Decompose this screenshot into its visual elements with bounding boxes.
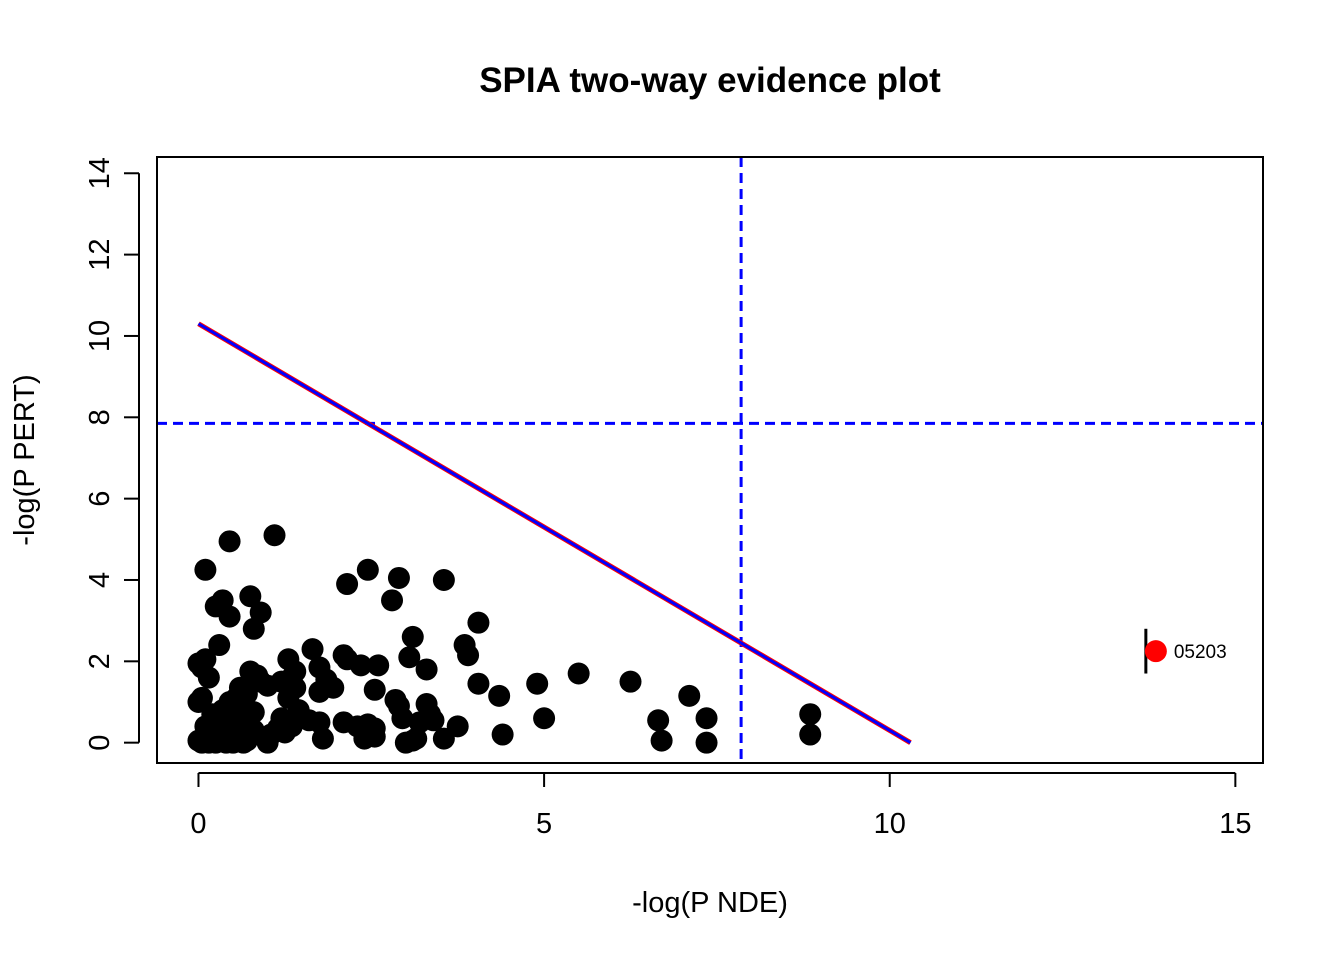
data-point	[246, 664, 269, 687]
data-point	[322, 676, 345, 699]
data-point	[308, 656, 331, 679]
data-point	[301, 638, 324, 661]
highlight-point-label: 05203	[1174, 642, 1227, 663]
threshold-guides	[157, 157, 1263, 763]
data-point	[799, 703, 822, 726]
data-point	[398, 646, 421, 669]
data-point	[311, 727, 334, 750]
data-point	[256, 731, 279, 754]
data-point	[190, 656, 213, 679]
y-axis-label: -log(P PERT)	[9, 374, 41, 545]
chart-title: SPIA two-way evidence plot	[479, 61, 941, 100]
data-point	[678, 684, 701, 707]
highlight-point	[1144, 640, 1167, 663]
y-tick-label: 14	[84, 157, 116, 189]
x-tick-label: 0	[190, 808, 206, 840]
data-point	[336, 573, 359, 596]
data-point	[228, 676, 251, 699]
data-point	[533, 707, 556, 730]
data-point	[457, 644, 480, 667]
y-tick-label: 0	[84, 735, 116, 751]
y-tick-label: 12	[84, 238, 116, 270]
data-point	[526, 672, 549, 695]
data-point	[381, 589, 404, 612]
data-point	[190, 686, 213, 709]
y-tick-label: 6	[84, 491, 116, 507]
data-point	[356, 558, 379, 581]
data-point	[422, 709, 445, 732]
y-tick-label: 10	[84, 320, 116, 352]
combined-evidence-line-blue	[197, 322, 912, 744]
plot-frame	[156, 156, 1264, 764]
data-point	[387, 695, 410, 718]
x-axis-label: -log(P NDE)	[632, 887, 788, 919]
data-point	[249, 601, 272, 624]
data-point	[349, 654, 372, 677]
y-tick-label: 2	[84, 653, 116, 669]
data-point	[401, 625, 424, 648]
data-point	[363, 725, 386, 748]
y-tick-label: 4	[84, 572, 116, 588]
x-tick-label: 15	[1219, 808, 1251, 840]
data-point	[491, 723, 514, 746]
data-point	[432, 568, 455, 591]
data-point	[619, 670, 642, 693]
y-axis: 0 2 4 6 8 10 12 14	[84, 157, 140, 751]
data-point	[695, 731, 718, 754]
point-labels: 05203	[1174, 642, 1227, 663]
data-point	[650, 729, 673, 752]
data-point	[194, 558, 217, 581]
data-point	[284, 660, 307, 683]
data-point	[218, 605, 241, 628]
data-point	[387, 566, 410, 589]
data-point	[270, 707, 293, 730]
data-point	[647, 709, 670, 732]
data-point	[488, 684, 511, 707]
x-tick-label: 10	[874, 808, 906, 840]
data-points	[187, 524, 1167, 754]
data-point	[218, 530, 241, 553]
x-tick-label: 5	[536, 808, 552, 840]
data-point	[367, 654, 390, 677]
data-point	[799, 723, 822, 746]
data-point	[446, 715, 469, 738]
data-point	[567, 662, 590, 685]
data-point	[208, 634, 231, 657]
data-point	[363, 678, 386, 701]
data-point	[242, 701, 265, 724]
data-point	[239, 585, 262, 608]
data-point	[467, 672, 490, 695]
y-tick-label: 8	[84, 409, 116, 425]
data-point	[415, 658, 438, 681]
x-axis: 0 5 10 15	[190, 772, 1251, 840]
data-point	[467, 611, 490, 634]
data-point	[695, 707, 718, 730]
data-point	[263, 524, 286, 547]
